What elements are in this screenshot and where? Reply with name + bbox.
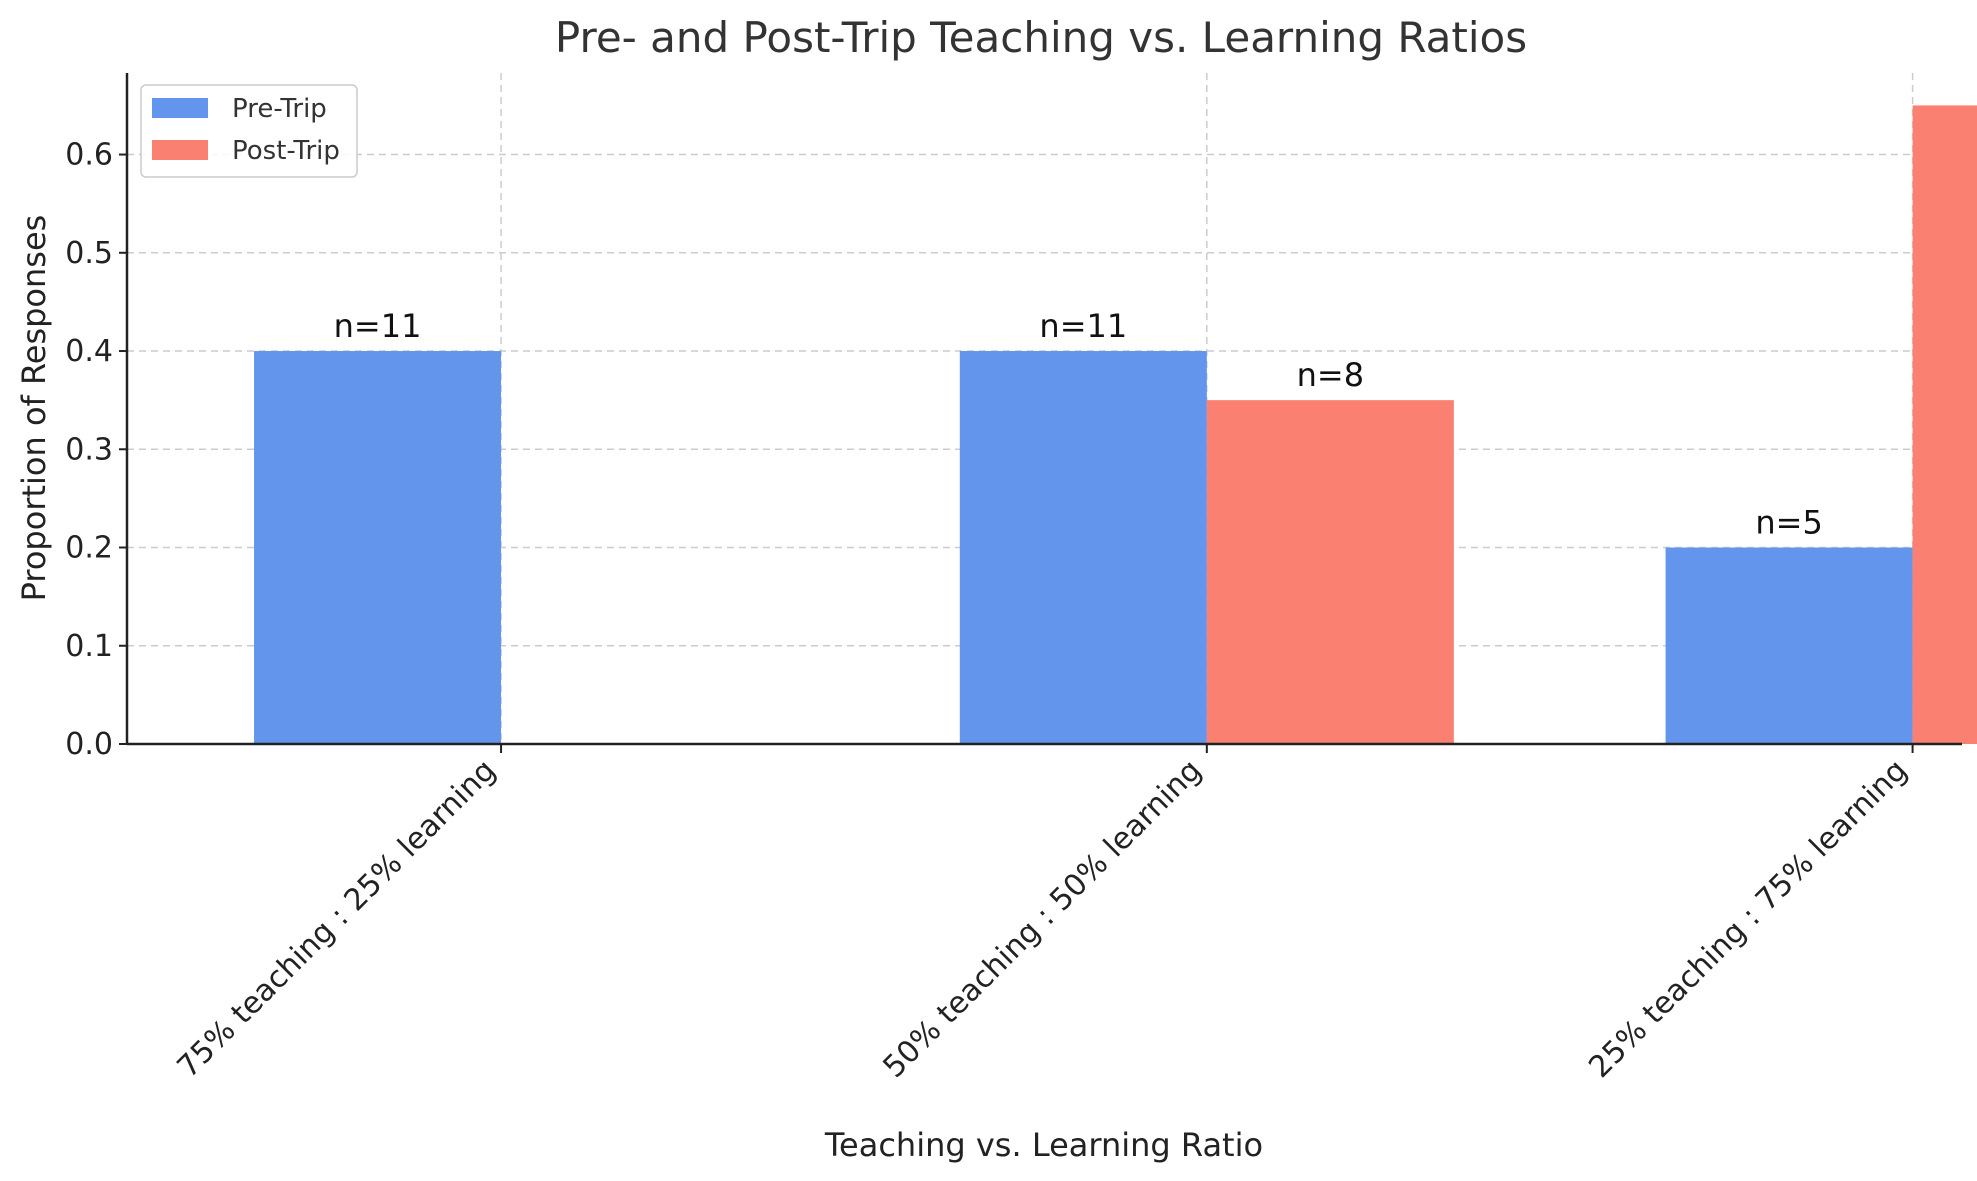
y-tick-label: 0.6 <box>65 138 113 173</box>
y-tick-label: 0.0 <box>65 727 113 762</box>
bar-post-trip-2 <box>1206 400 1454 744</box>
y-tick-label: 0.3 <box>65 432 113 467</box>
bar-label: n=11 <box>1039 307 1127 345</box>
y-tick-label: 0.5 <box>65 236 113 271</box>
bar-pre-trip-3 <box>1665 547 1913 744</box>
legend-swatch-pre-trip <box>152 98 208 118</box>
y-ticks: 0.0 0.1 0.2 0.3 0.4 0.5 0.6 <box>65 138 127 762</box>
legend-swatch-post-trip <box>152 140 208 160</box>
legend-label: Pre-Trip <box>232 94 327 124</box>
x-axis-label: Teaching vs. Learning Ratio <box>824 1126 1263 1164</box>
bar-pre-trip-1 <box>254 351 502 744</box>
x-tick-label: 25% teaching : 75% learning <box>1582 753 1914 1085</box>
bar-label: n=8 <box>1297 356 1364 394</box>
bar-pre-trip-2 <box>959 351 1207 744</box>
x-tick-label: 75% teaching : 25% learning <box>171 753 503 1085</box>
bars <box>254 105 1977 744</box>
bar-label: n=5 <box>1755 504 1822 542</box>
axes <box>125 73 1962 746</box>
legend-label: Post-Trip <box>232 136 340 166</box>
y-tick-label: 0.1 <box>65 629 113 664</box>
y-axis-label: Proportion of Responses <box>15 215 53 602</box>
bar-label: n=11 <box>334 307 422 345</box>
bar-labels: n=11n=11n=8n=5n=15 <box>334 307 1823 542</box>
bar-post-trip-3 <box>1912 105 1977 744</box>
x-ticks: 75% teaching : 25% learning 50% teaching … <box>171 744 1914 1085</box>
y-tick-label: 0.2 <box>65 531 113 566</box>
y-tick-label: 0.4 <box>65 334 113 369</box>
x-tick-label: 50% teaching : 50% learning <box>876 753 1208 1085</box>
chart-title: Pre- and Post-Trip Teaching vs. Learning… <box>555 13 1527 62</box>
legend: Pre-Trip Post-Trip <box>140 84 358 178</box>
